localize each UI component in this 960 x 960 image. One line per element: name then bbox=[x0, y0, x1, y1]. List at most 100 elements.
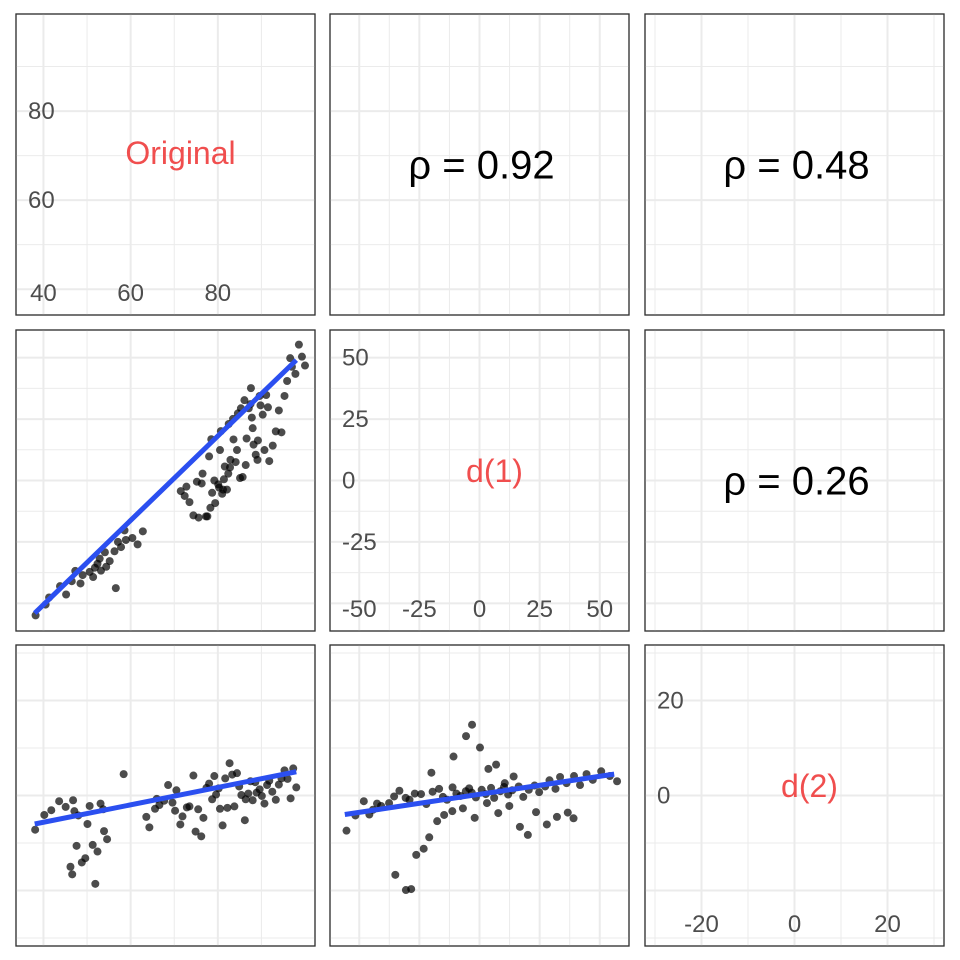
data-point bbox=[178, 812, 187, 821]
x-tick-label: -20 bbox=[684, 911, 719, 938]
x-tick-label: 0 bbox=[788, 911, 801, 938]
data-point bbox=[199, 813, 208, 822]
data-point bbox=[248, 796, 257, 805]
data-point bbox=[283, 774, 292, 783]
data-point bbox=[229, 435, 238, 444]
data-point bbox=[171, 806, 180, 815]
data-point bbox=[133, 540, 142, 549]
data-point bbox=[81, 854, 90, 863]
data-point bbox=[191, 827, 200, 836]
data-point bbox=[505, 801, 514, 810]
gridlines bbox=[645, 330, 944, 631]
data-point bbox=[138, 527, 147, 536]
data-point bbox=[72, 841, 81, 850]
data-point bbox=[576, 781, 585, 790]
correlation-panel: ρ = 0.48 bbox=[644, 13, 945, 316]
data-point bbox=[515, 822, 524, 831]
gridlines bbox=[645, 14, 944, 315]
data-point bbox=[613, 777, 622, 786]
panel-border bbox=[15, 644, 316, 947]
regression-line bbox=[32, 358, 299, 615]
data-point bbox=[563, 808, 572, 817]
data-point bbox=[552, 812, 561, 821]
panel-border bbox=[329, 329, 630, 632]
data-point bbox=[482, 799, 491, 808]
correlation-label: ρ = 0.26 bbox=[723, 460, 869, 504]
data-point bbox=[490, 793, 499, 802]
data-point bbox=[222, 485, 231, 494]
data-point bbox=[301, 361, 309, 370]
data-point bbox=[277, 428, 286, 437]
data-point bbox=[433, 817, 442, 826]
data-point bbox=[85, 801, 94, 810]
data-point bbox=[458, 804, 467, 813]
data-point bbox=[291, 369, 300, 378]
data-point bbox=[110, 547, 119, 556]
data-point bbox=[142, 812, 151, 821]
data-point bbox=[145, 823, 154, 832]
data-point bbox=[542, 820, 551, 829]
data-point bbox=[91, 879, 100, 888]
data-point bbox=[76, 579, 85, 588]
data-point bbox=[194, 513, 203, 522]
data-point bbox=[280, 391, 289, 400]
data-point bbox=[253, 455, 262, 464]
data-point bbox=[215, 446, 224, 455]
data-point bbox=[128, 533, 137, 542]
data-point bbox=[448, 807, 457, 816]
data-point bbox=[230, 802, 239, 811]
data-point bbox=[121, 535, 130, 544]
data-point bbox=[224, 469, 233, 478]
data-point bbox=[260, 799, 269, 808]
x-tick-label: 0 bbox=[473, 596, 486, 623]
data-point bbox=[226, 463, 235, 472]
variable-label: Original bbox=[125, 135, 235, 171]
data-point bbox=[55, 797, 64, 806]
data-point bbox=[225, 759, 234, 768]
data-point bbox=[359, 797, 368, 806]
data-point bbox=[40, 810, 49, 819]
data-point bbox=[66, 862, 75, 871]
y-tick-label: 25 bbox=[342, 406, 369, 433]
data-point bbox=[253, 436, 262, 445]
data-point bbox=[494, 809, 503, 818]
data-point bbox=[238, 473, 247, 482]
y-tick-label: 20 bbox=[657, 688, 684, 715]
data-point bbox=[390, 792, 399, 801]
data-point bbox=[176, 820, 185, 829]
data-point bbox=[556, 772, 565, 781]
data-point bbox=[484, 764, 493, 773]
data-point bbox=[258, 410, 267, 419]
diagonal-panel-d2: -20 0 20 0 20 d(2) bbox=[644, 644, 945, 947]
data-point bbox=[185, 498, 194, 507]
y-tick-label: 0 bbox=[342, 468, 355, 495]
regression-line bbox=[344, 771, 615, 817]
data-point bbox=[268, 441, 277, 450]
data-point bbox=[256, 401, 265, 410]
data-point bbox=[164, 781, 173, 790]
data-point bbox=[47, 806, 56, 815]
data-point bbox=[180, 491, 189, 500]
data-point bbox=[342, 826, 351, 835]
regression-line bbox=[34, 769, 297, 827]
gridlines bbox=[330, 330, 629, 631]
data-point bbox=[244, 789, 253, 798]
data-point bbox=[523, 830, 532, 839]
data-point bbox=[283, 376, 292, 385]
data-point bbox=[425, 833, 434, 842]
data-point bbox=[268, 787, 277, 796]
data-point bbox=[88, 840, 97, 849]
data-point bbox=[294, 340, 303, 349]
data-point bbox=[221, 774, 230, 783]
data-point bbox=[265, 457, 274, 466]
y-tick-label: 60 bbox=[28, 187, 55, 214]
data-point bbox=[274, 406, 283, 415]
data-point bbox=[435, 784, 444, 793]
data-point bbox=[410, 789, 419, 798]
data-point bbox=[208, 488, 217, 497]
data-point bbox=[182, 482, 191, 491]
y-tick-label: 80 bbox=[28, 98, 55, 125]
data-point bbox=[519, 792, 528, 801]
data-point bbox=[189, 771, 198, 780]
